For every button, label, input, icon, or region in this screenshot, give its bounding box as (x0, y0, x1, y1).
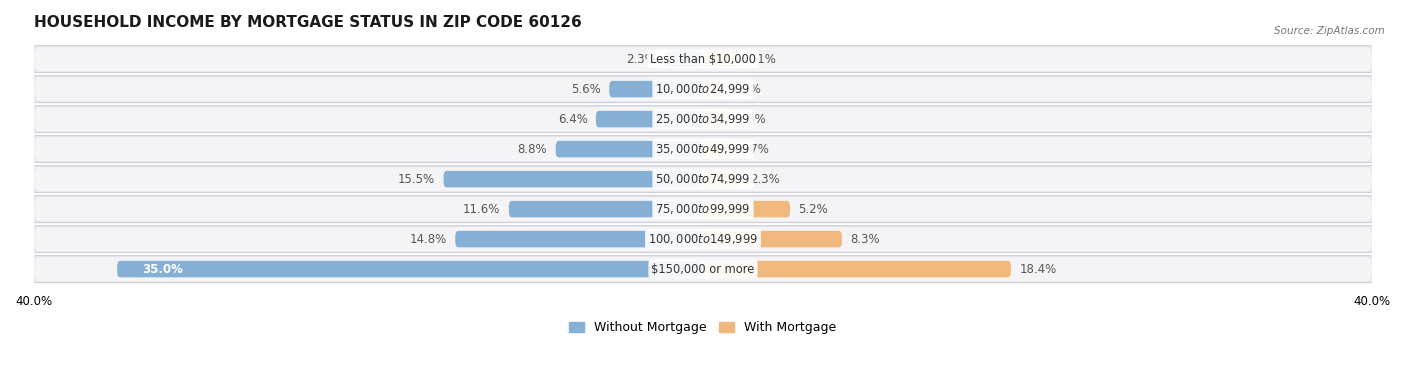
FancyBboxPatch shape (555, 141, 703, 157)
Text: $10,000 to $24,999: $10,000 to $24,999 (655, 82, 751, 96)
FancyBboxPatch shape (30, 226, 1376, 253)
FancyBboxPatch shape (443, 171, 703, 187)
FancyBboxPatch shape (30, 256, 1376, 283)
FancyBboxPatch shape (703, 51, 738, 67)
Legend: Without Mortgage, With Mortgage: Without Mortgage, With Mortgage (564, 316, 842, 339)
Text: $50,000 to $74,999: $50,000 to $74,999 (655, 172, 751, 186)
Text: 5.2%: 5.2% (799, 203, 828, 215)
Text: 8.3%: 8.3% (851, 232, 880, 246)
FancyBboxPatch shape (456, 231, 703, 247)
Text: 2.1%: 2.1% (747, 53, 776, 66)
Text: 8.8%: 8.8% (517, 143, 547, 156)
FancyBboxPatch shape (34, 167, 1372, 191)
Text: Source: ZipAtlas.com: Source: ZipAtlas.com (1274, 26, 1385, 36)
FancyBboxPatch shape (30, 136, 1376, 163)
Text: 18.4%: 18.4% (1019, 263, 1056, 276)
Text: 2.3%: 2.3% (749, 173, 779, 186)
FancyBboxPatch shape (703, 231, 842, 247)
FancyBboxPatch shape (34, 77, 1372, 101)
Text: 5.6%: 5.6% (571, 83, 600, 96)
Text: 14.8%: 14.8% (409, 232, 447, 246)
FancyBboxPatch shape (703, 111, 728, 127)
FancyBboxPatch shape (30, 105, 1376, 133)
FancyBboxPatch shape (703, 171, 741, 187)
FancyBboxPatch shape (34, 47, 1372, 71)
Text: 1.7%: 1.7% (740, 143, 769, 156)
Text: 1.5%: 1.5% (737, 113, 766, 125)
FancyBboxPatch shape (703, 141, 731, 157)
Text: HOUSEHOLD INCOME BY MORTGAGE STATUS IN ZIP CODE 60126: HOUSEHOLD INCOME BY MORTGAGE STATUS IN Z… (34, 15, 581, 30)
FancyBboxPatch shape (703, 261, 1011, 277)
Text: 1.2%: 1.2% (731, 83, 761, 96)
FancyBboxPatch shape (34, 107, 1372, 131)
Text: 15.5%: 15.5% (398, 173, 436, 186)
Text: $35,000 to $49,999: $35,000 to $49,999 (655, 142, 751, 156)
Text: 6.4%: 6.4% (558, 113, 588, 125)
FancyBboxPatch shape (509, 201, 703, 217)
Text: 11.6%: 11.6% (463, 203, 501, 215)
FancyBboxPatch shape (596, 111, 703, 127)
FancyBboxPatch shape (34, 197, 1372, 221)
FancyBboxPatch shape (609, 81, 703, 98)
Text: $150,000 or more: $150,000 or more (651, 263, 755, 276)
Text: 35.0%: 35.0% (142, 263, 183, 276)
FancyBboxPatch shape (34, 227, 1372, 251)
FancyBboxPatch shape (30, 195, 1376, 223)
Text: 2.3%: 2.3% (627, 53, 657, 66)
Text: $75,000 to $99,999: $75,000 to $99,999 (655, 202, 751, 216)
FancyBboxPatch shape (703, 81, 723, 98)
FancyBboxPatch shape (703, 201, 790, 217)
FancyBboxPatch shape (30, 166, 1376, 193)
FancyBboxPatch shape (30, 46, 1376, 73)
FancyBboxPatch shape (665, 51, 703, 67)
FancyBboxPatch shape (117, 261, 703, 277)
FancyBboxPatch shape (34, 137, 1372, 161)
FancyBboxPatch shape (34, 257, 1372, 281)
Text: $25,000 to $34,999: $25,000 to $34,999 (655, 112, 751, 126)
FancyBboxPatch shape (30, 76, 1376, 102)
Text: Less than $10,000: Less than $10,000 (650, 53, 756, 66)
Text: $100,000 to $149,999: $100,000 to $149,999 (648, 232, 758, 246)
